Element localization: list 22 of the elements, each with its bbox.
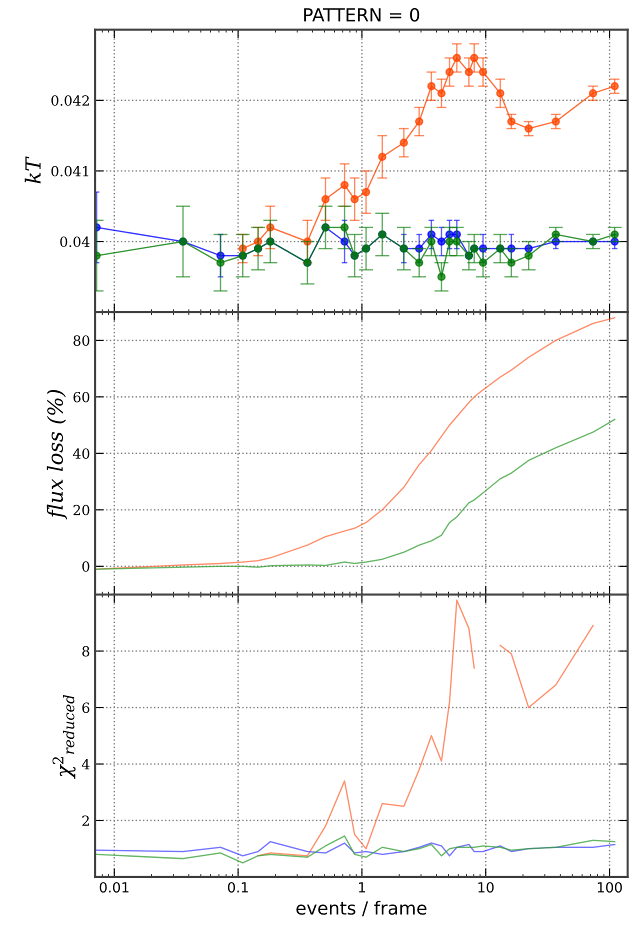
x-axis-title: events / frame (296, 900, 426, 916)
x-tick-label: 100 (598, 882, 622, 893)
chart-title: PATTERN = 0 (304, 8, 420, 22)
y-axis-title: flux loss (%) (46, 390, 68, 520)
y-tick-label: 2 (82, 815, 89, 826)
y-tick-label: 20 (74, 504, 90, 516)
y-axis-title: kT (24, 156, 41, 184)
x-tick-label: 10 (478, 882, 494, 893)
y-tick-label: 8 (82, 646, 90, 657)
y-tick-label: 0.041 (51, 166, 88, 176)
y-tick-label: 4 (82, 758, 90, 770)
x-tick-label: 1 (359, 882, 366, 892)
y-tick-label: 40 (72, 448, 90, 459)
y-tick-label: 0 (82, 561, 90, 572)
x-tick-label: 0.1 (228, 882, 248, 893)
y-tick-label: 0.04 (60, 236, 90, 248)
y-tick-label: 60 (73, 392, 90, 402)
y-tick-label: 0.042 (51, 95, 89, 106)
y-tick-label: 80 (73, 335, 90, 346)
y-axis-title: χ$^{2}$$_{reduced}$ (52, 695, 76, 779)
x-tick-label: 0.01 (100, 882, 128, 893)
y-tick-label: 6 (82, 702, 90, 713)
